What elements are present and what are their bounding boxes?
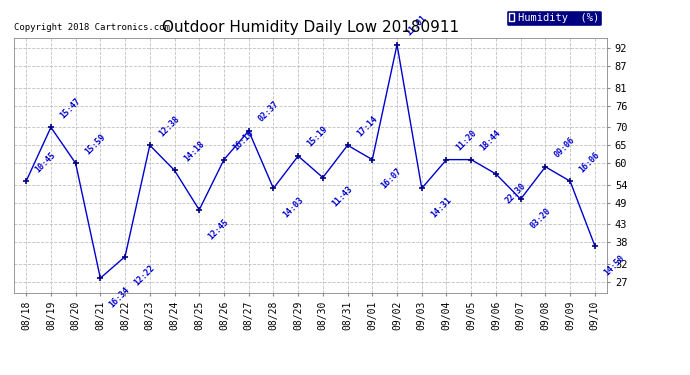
Text: 11:01: 11:01 <box>404 13 428 38</box>
Text: 17:14: 17:14 <box>355 114 379 138</box>
Title: Outdoor Humidity Daily Low 20180911: Outdoor Humidity Daily Low 20180911 <box>162 20 459 35</box>
Text: 11:20: 11:20 <box>454 128 478 152</box>
Text: 14:03: 14:03 <box>281 195 305 220</box>
Text: 02:37: 02:37 <box>256 100 280 124</box>
Text: 15:47: 15:47 <box>58 96 82 120</box>
Text: 12:38: 12:38 <box>157 114 181 138</box>
Text: 12:45: 12:45 <box>207 217 230 241</box>
Text: 12:22: 12:22 <box>132 264 157 288</box>
Text: 14:31: 14:31 <box>429 195 453 220</box>
Text: 16:06: 16:06 <box>578 150 602 174</box>
Text: Copyright 2018 Cartronics.com: Copyright 2018 Cartronics.com <box>14 23 170 32</box>
Text: 15:59: 15:59 <box>83 132 107 156</box>
Text: 16:34: 16:34 <box>108 285 132 309</box>
Text: 03:20: 03:20 <box>528 206 552 230</box>
Text: 11:43: 11:43 <box>331 185 355 209</box>
Text: 16:16: 16:16 <box>231 128 255 152</box>
Text: 10:45: 10:45 <box>34 150 58 174</box>
Text: 14:18: 14:18 <box>182 139 206 163</box>
Text: 18:44: 18:44 <box>479 128 503 152</box>
Text: 22:30: 22:30 <box>504 181 527 205</box>
Text: 15:19: 15:19 <box>306 125 330 149</box>
Text: 16:07: 16:07 <box>380 167 404 191</box>
Legend: Humidity  (%): Humidity (%) <box>506 9 602 26</box>
Text: 14:50: 14:50 <box>602 253 627 277</box>
Text: 09:06: 09:06 <box>553 136 577 160</box>
